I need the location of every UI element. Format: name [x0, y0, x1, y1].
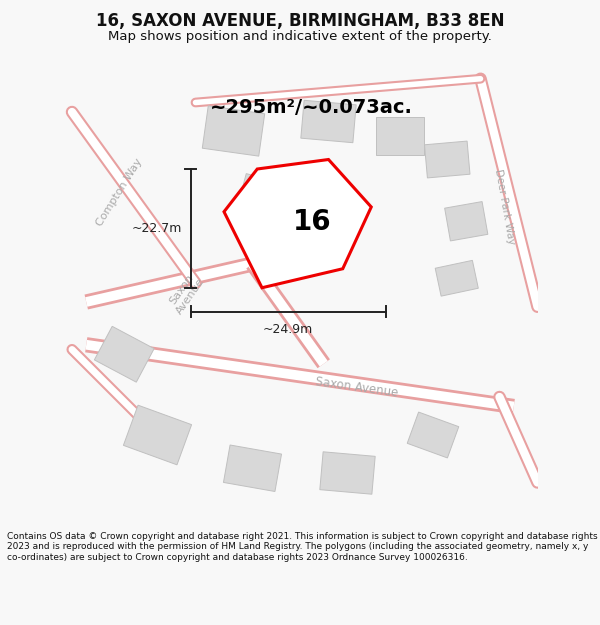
- Text: ~295m²/~0.073ac.: ~295m²/~0.073ac.: [210, 98, 413, 117]
- Text: Map shows position and indicative extent of the property.: Map shows position and indicative extent…: [108, 30, 492, 43]
- Text: ~22.7m: ~22.7m: [132, 222, 182, 235]
- Text: Saxon Avenue: Saxon Avenue: [315, 375, 399, 400]
- Polygon shape: [320, 452, 375, 494]
- Polygon shape: [435, 261, 478, 296]
- Polygon shape: [445, 202, 488, 241]
- Polygon shape: [407, 412, 459, 458]
- Polygon shape: [376, 117, 424, 155]
- Text: Deer Park Way: Deer Park Way: [493, 169, 516, 246]
- Text: 16: 16: [293, 208, 331, 236]
- Text: Contains OS data © Crown copyright and database right 2021. This information is : Contains OS data © Crown copyright and d…: [7, 532, 598, 562]
- Text: 16, SAXON AVENUE, BIRMINGHAM, B33 8EN: 16, SAXON AVENUE, BIRMINGHAM, B33 8EN: [96, 12, 504, 30]
- Polygon shape: [283, 208, 336, 254]
- Polygon shape: [224, 159, 371, 288]
- Polygon shape: [425, 141, 470, 178]
- Polygon shape: [202, 106, 265, 156]
- Polygon shape: [301, 100, 356, 142]
- Polygon shape: [223, 445, 281, 491]
- Polygon shape: [236, 174, 287, 221]
- Text: Saxon
Avenue: Saxon Avenue: [165, 269, 207, 316]
- Text: Compton Way: Compton Way: [95, 157, 145, 228]
- Text: ~24.9m: ~24.9m: [263, 323, 313, 336]
- Polygon shape: [94, 326, 154, 382]
- Polygon shape: [124, 405, 191, 465]
